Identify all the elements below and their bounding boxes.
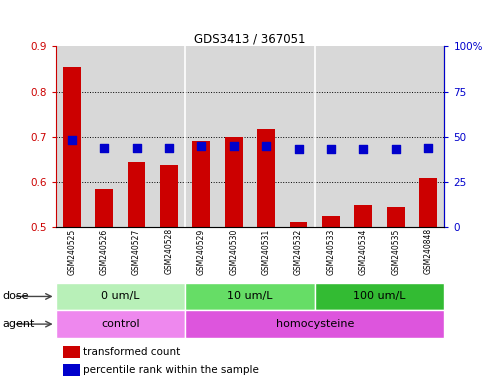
Bar — [63, 364, 80, 376]
Bar — [322, 216, 340, 227]
Bar — [56, 310, 185, 338]
Bar — [56, 283, 185, 310]
Bar — [225, 137, 242, 227]
Point — [262, 142, 270, 149]
Point — [424, 144, 432, 151]
Bar — [290, 222, 308, 227]
Bar — [419, 178, 437, 227]
Bar — [95, 189, 113, 227]
Point — [68, 137, 76, 143]
Text: dose: dose — [2, 291, 29, 301]
Bar — [257, 129, 275, 227]
Point — [198, 142, 205, 149]
Point — [295, 146, 302, 152]
Text: agent: agent — [2, 319, 35, 329]
Point — [230, 142, 238, 149]
Text: 10 um/L: 10 um/L — [227, 291, 273, 301]
Bar — [192, 141, 210, 227]
Bar — [160, 165, 178, 227]
Bar — [63, 346, 80, 358]
Point — [359, 146, 367, 152]
Bar — [185, 310, 444, 338]
Bar — [185, 283, 315, 310]
Text: percentile rank within the sample: percentile rank within the sample — [83, 365, 258, 375]
Bar — [128, 162, 145, 227]
Point — [392, 146, 399, 152]
Text: 100 um/L: 100 um/L — [353, 291, 406, 301]
Point — [100, 144, 108, 151]
Text: control: control — [101, 319, 140, 329]
Point — [133, 144, 141, 151]
Text: homocysteine: homocysteine — [276, 319, 354, 329]
Bar — [387, 207, 405, 227]
Bar — [63, 67, 81, 227]
Bar — [355, 205, 372, 227]
Point — [327, 146, 335, 152]
Title: GDS3413 / 367051: GDS3413 / 367051 — [194, 32, 306, 45]
Text: transformed count: transformed count — [83, 347, 180, 357]
Point — [165, 144, 173, 151]
Text: 0 um/L: 0 um/L — [101, 291, 140, 301]
Bar — [315, 283, 444, 310]
